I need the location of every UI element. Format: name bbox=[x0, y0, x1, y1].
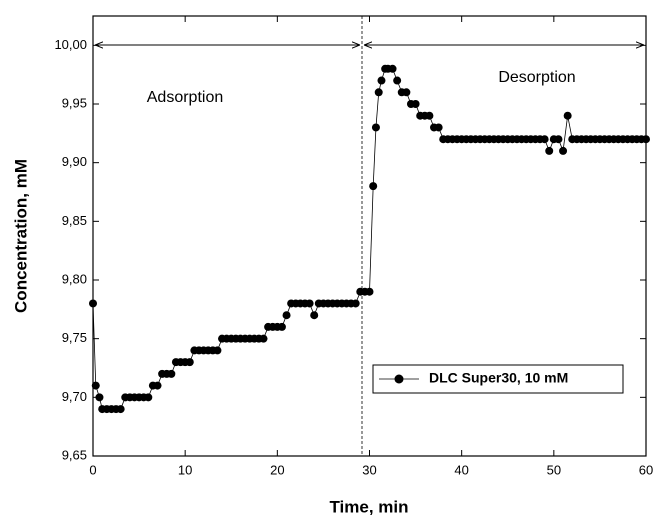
series-line bbox=[92, 68, 646, 410]
x-tick-label: 20 bbox=[270, 462, 284, 477]
data-point bbox=[167, 369, 176, 378]
data-point bbox=[91, 381, 100, 390]
annotation: Adsorption bbox=[147, 89, 224, 106]
x-tick-label: 0 bbox=[89, 462, 96, 477]
y-tick-label: 10,00 bbox=[54, 37, 87, 52]
data-point bbox=[563, 111, 572, 120]
y-axis-label: Concentration, mM bbox=[11, 159, 30, 313]
data-point bbox=[116, 405, 125, 414]
x-tick-label: 40 bbox=[454, 462, 468, 477]
y-tick-label: 9,65 bbox=[62, 447, 87, 462]
data-point bbox=[559, 146, 568, 155]
data-point bbox=[434, 123, 443, 132]
data-point bbox=[411, 100, 420, 108]
data-point bbox=[393, 76, 402, 85]
data-point bbox=[282, 311, 291, 320]
x-tick-label: 30 bbox=[362, 462, 376, 477]
y-tick-label: 9,90 bbox=[62, 154, 87, 169]
x-tick-label: 60 bbox=[639, 462, 653, 477]
data-point bbox=[369, 182, 378, 191]
legend-marker bbox=[394, 374, 404, 384]
data-point bbox=[365, 287, 374, 296]
data-point bbox=[554, 135, 563, 144]
data-point bbox=[545, 146, 554, 155]
y-tick-label: 9,95 bbox=[62, 95, 87, 110]
x-tick-label: 50 bbox=[547, 462, 561, 477]
data-point bbox=[144, 393, 153, 402]
data-point bbox=[305, 299, 314, 308]
data-point bbox=[351, 299, 360, 308]
legend-label: DLC Super30, 10 mM bbox=[429, 370, 568, 386]
data-point bbox=[425, 111, 434, 120]
x-axis-label: Time, min bbox=[329, 497, 408, 516]
data-point bbox=[153, 381, 162, 390]
data-point bbox=[388, 64, 397, 73]
data-point bbox=[371, 123, 380, 132]
data-point bbox=[259, 334, 268, 343]
y-tick-label: 9,85 bbox=[62, 213, 87, 228]
data-point bbox=[374, 88, 383, 97]
x-tick-label: 10 bbox=[178, 462, 192, 477]
data-point bbox=[277, 322, 286, 331]
data-point bbox=[642, 135, 650, 144]
data-point bbox=[89, 299, 97, 308]
data-point bbox=[377, 76, 386, 85]
y-tick-label: 9,75 bbox=[62, 330, 87, 345]
data-point bbox=[185, 358, 194, 367]
annotation: Desorption bbox=[498, 69, 575, 86]
data-point bbox=[95, 393, 104, 402]
data-point bbox=[213, 346, 222, 355]
data-point bbox=[540, 135, 549, 144]
data-point bbox=[402, 88, 411, 97]
y-tick-label: 9,70 bbox=[62, 389, 87, 404]
data-point bbox=[310, 311, 319, 320]
y-tick-label: 9,80 bbox=[62, 271, 87, 286]
